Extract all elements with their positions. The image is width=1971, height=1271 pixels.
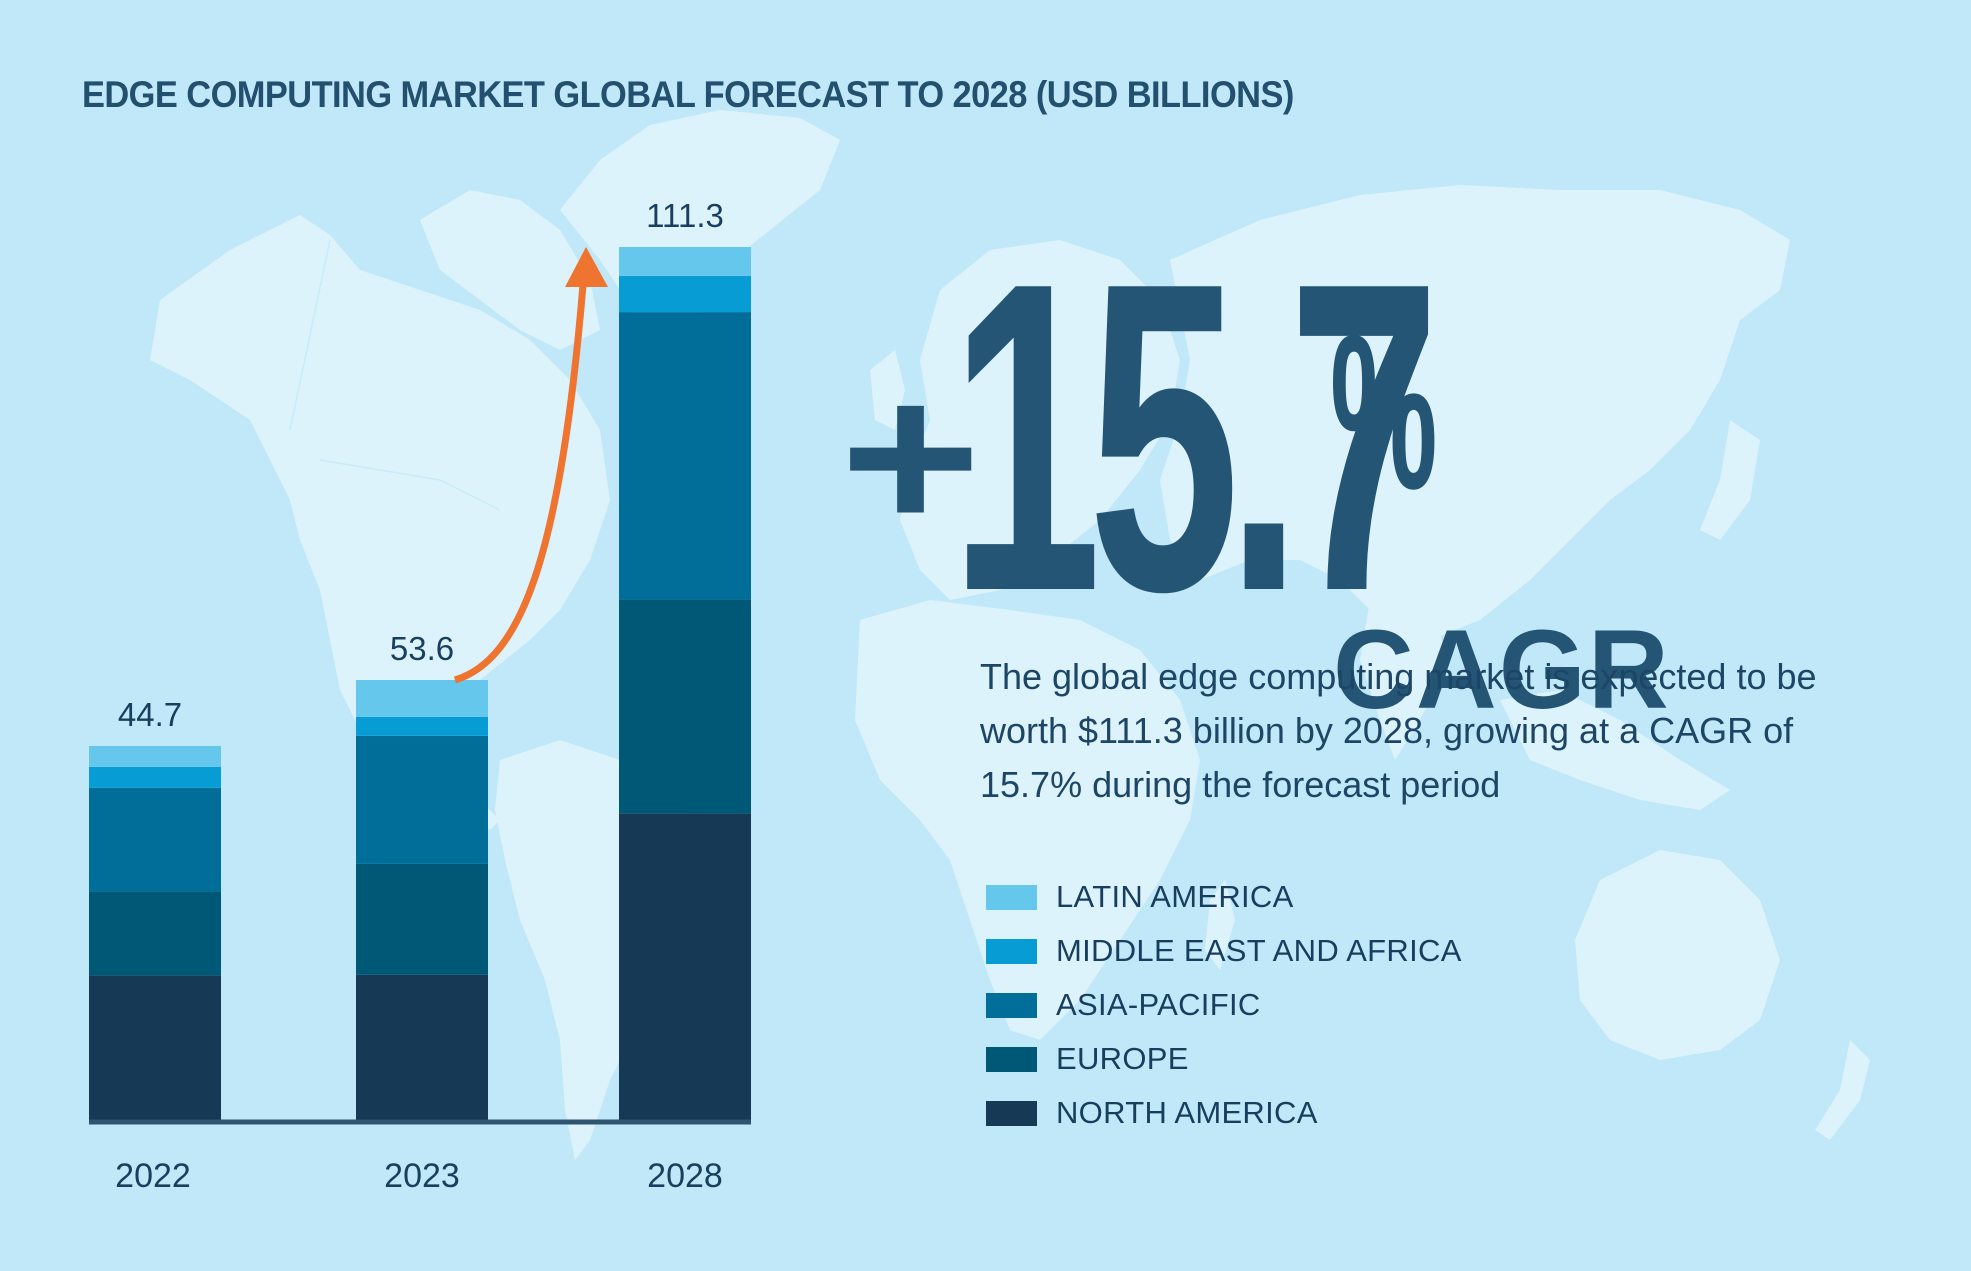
legend-swatch [986,1100,1037,1126]
legend: LATIN AMERICA MIDDLE EAST AND AFRICA ASI… [986,870,1462,1140]
bar-segment-north-america-2028 [619,813,751,1120]
bar-segment-europe-2023 [356,863,488,975]
legend-swatch [986,1046,1037,1072]
cagr-value: 15.7 [950,192,1440,683]
legend-label: ASIA-PACIFIC [1056,987,1261,1022]
map-uk [870,350,905,430]
bar-segment-asia-pacific-2022 [89,787,221,892]
bar-segment-north-america-2022 [89,975,221,1120]
map-north-america [150,215,610,740]
legend-item-middle-east-africa: MIDDLE EAST AND AFRICA [986,924,1462,978]
map-australia [1575,850,1780,1060]
map-africa [855,600,1200,1040]
x-tick-label: 2022 [115,1157,191,1195]
map-border-alaska [289,239,331,431]
map-india [1360,600,1450,760]
legend-label: EUROPE [1056,1041,1189,1076]
bar-total-label: 53.6 [390,630,454,667]
description-text: The global edge computing market is expe… [980,656,1817,805]
legend-item-europe: EUROPE [986,1032,1462,1086]
legend-swatch [986,884,1037,910]
map-southeast-asia [1500,690,1730,810]
bar-segment-latin-america-2023 [356,680,488,717]
map-asia [1160,185,1790,640]
bar-segment-middle-east-and-africa-2023 [356,716,488,736]
map-arctic-canada [420,190,600,350]
bar-segment-north-america-2023 [356,974,488,1120]
legend-label: MIDDLE EAST AND AFRICA [1056,933,1462,968]
x-tick-label: 2028 [647,1157,723,1195]
cagr-plus-sign: + [840,339,982,574]
bar-segment-middle-east-and-africa-2022 [89,766,221,788]
growth-arrow [453,247,608,684]
map-border-canada-us [319,459,501,511]
bar-segment-europe-2028 [619,599,751,814]
cagr-percent-sign: % [1330,289,1438,535]
legend-label: NORTH AMERICA [1056,1095,1318,1130]
bar-segment-middle-east-and-africa-2028 [619,276,751,313]
bar-segment-latin-america-2022 [89,746,221,767]
map-japan [1700,420,1760,540]
bar-segment-asia-pacific-2023 [356,735,488,864]
chart-title: EDGE COMPUTING MARKET GLOBAL FORECAST TO… [82,74,1294,115]
x-axis-labels: 2022 2023 2028 [115,1157,723,1195]
bar-segment-europe-2022 [89,891,221,976]
growth-arrow-curve [453,284,587,684]
legend-item-latin-america: LATIN AMERICA [986,870,1462,924]
legend-swatch [986,992,1037,1018]
cagr-label: CAGR [1333,607,1671,732]
legend-item-north-america: NORTH AMERICA [986,1086,1462,1140]
bar-segment-latin-america-2028 [619,247,751,277]
map-new-zealand [1815,1040,1870,1140]
x-tick-label: 2023 [384,1157,460,1195]
legend-label: LATIN AMERICA [1056,879,1294,914]
map-europe [900,240,1180,600]
growth-arrow-head [565,247,608,287]
bars-group [89,247,751,1120]
bar-total-label: 111.3 [646,197,724,234]
total-labels-group: 44.7 53.6 111.3 [118,197,724,733]
map-madagascar [1205,880,1235,970]
legend-item-asia-pacific: ASIA-PACIFIC [986,978,1462,1032]
bar-total-label: 44.7 [118,696,182,733]
bar-segment-asia-pacific-2028 [619,312,751,600]
legend-swatch [986,938,1037,964]
